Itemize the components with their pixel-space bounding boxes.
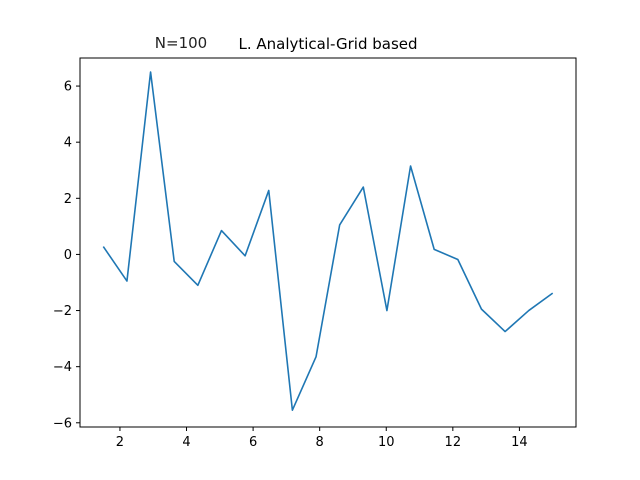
chart-title: L. Analytical-Grid based <box>238 35 417 53</box>
x-tick-label: 8 <box>316 435 324 450</box>
y-tick-label: 0 <box>64 248 72 263</box>
chart-annotation: N=100 <box>155 34 207 52</box>
x-tick-label: 6 <box>249 435 257 450</box>
y-tick-label: −2 <box>53 304 72 319</box>
y-tick-label: −4 <box>53 360 72 375</box>
y-tick-label: −6 <box>53 416 72 431</box>
x-tick-label: 14 <box>511 435 528 450</box>
plot-area: 2 4 6 8 10 12 14 −6 −4 −2 0 2 4 6 <box>53 57 577 450</box>
x-tick-label: 12 <box>445 435 462 450</box>
series-line-1 <box>102 71 554 411</box>
y-tick-label: 4 <box>64 136 72 151</box>
y-tick-label: 2 <box>64 192 72 207</box>
plot-frame <box>79 57 577 428</box>
x-tick-label: 4 <box>182 435 190 450</box>
x-tick-label: 10 <box>378 435 395 450</box>
y-tick-label: 6 <box>64 80 72 95</box>
x-tick-label: 2 <box>116 435 124 450</box>
